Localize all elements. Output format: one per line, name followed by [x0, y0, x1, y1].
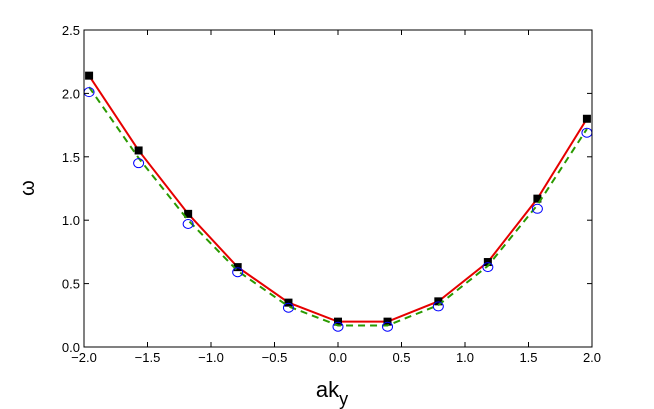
x-tick-label: 1.5 [519, 350, 537, 365]
x-tick-label: −1.0 [198, 350, 224, 365]
series-2-point [432, 301, 444, 312]
series-1-line [88, 86, 588, 327]
y-tick-label: 2.5 [62, 23, 80, 38]
x-tick-label: 0.0 [329, 350, 347, 365]
series-2-point [282, 302, 294, 313]
series-0-point [383, 317, 392, 326]
y-tick-label: 1.5 [62, 150, 80, 165]
series-2-point [232, 267, 244, 278]
y-tick-label: 1.0 [62, 213, 80, 228]
series-2-point [531, 203, 543, 214]
y-tick-label: 2.0 [62, 86, 80, 101]
y-tick-label: 0.0 [62, 340, 80, 355]
y-tick-label: 0.5 [62, 277, 80, 292]
x-tick-label: 0.5 [392, 350, 410, 365]
series-0-point [434, 297, 443, 306]
x-tick-label: −0.5 [262, 350, 288, 365]
series-2-point [482, 262, 494, 273]
series-0-point [184, 209, 193, 218]
x-tick-label: −2.0 [71, 350, 97, 365]
series-2-point [332, 321, 344, 332]
series-2-point [133, 158, 145, 169]
x-axis-label: aky [316, 377, 348, 409]
x-tick-label: 2.0 [583, 350, 601, 365]
series-0 [85, 71, 591, 326]
x-axis-label-subscript: y [339, 389, 348, 409]
x-tick-label: 1.0 [456, 350, 474, 365]
series-layer [83, 71, 593, 332]
x-axis-label-main: ak [316, 377, 340, 402]
plot-area [84, 30, 592, 347]
series-0-point [334, 317, 342, 326]
series-0-point [483, 258, 492, 267]
ticks-layer: −2.0 −1.5 −1.0 −0.5 0.0 0.5 1.0 1.5 2.0 0.0 0.5 1.0… [62, 23, 601, 365]
series-1 [88, 86, 588, 327]
series-0-point [233, 263, 242, 272]
series-2-point [182, 219, 194, 229]
plot-background [84, 30, 592, 347]
series-0-point [284, 298, 293, 307]
x-tick-label: −1.5 [135, 350, 161, 365]
series-0-point [85, 71, 94, 80]
series-0-point [582, 114, 591, 123]
series-0-point [533, 194, 542, 203]
y-axis-label: ω [17, 180, 39, 196]
series-2-point [382, 321, 394, 332]
series-0-point [134, 146, 143, 155]
